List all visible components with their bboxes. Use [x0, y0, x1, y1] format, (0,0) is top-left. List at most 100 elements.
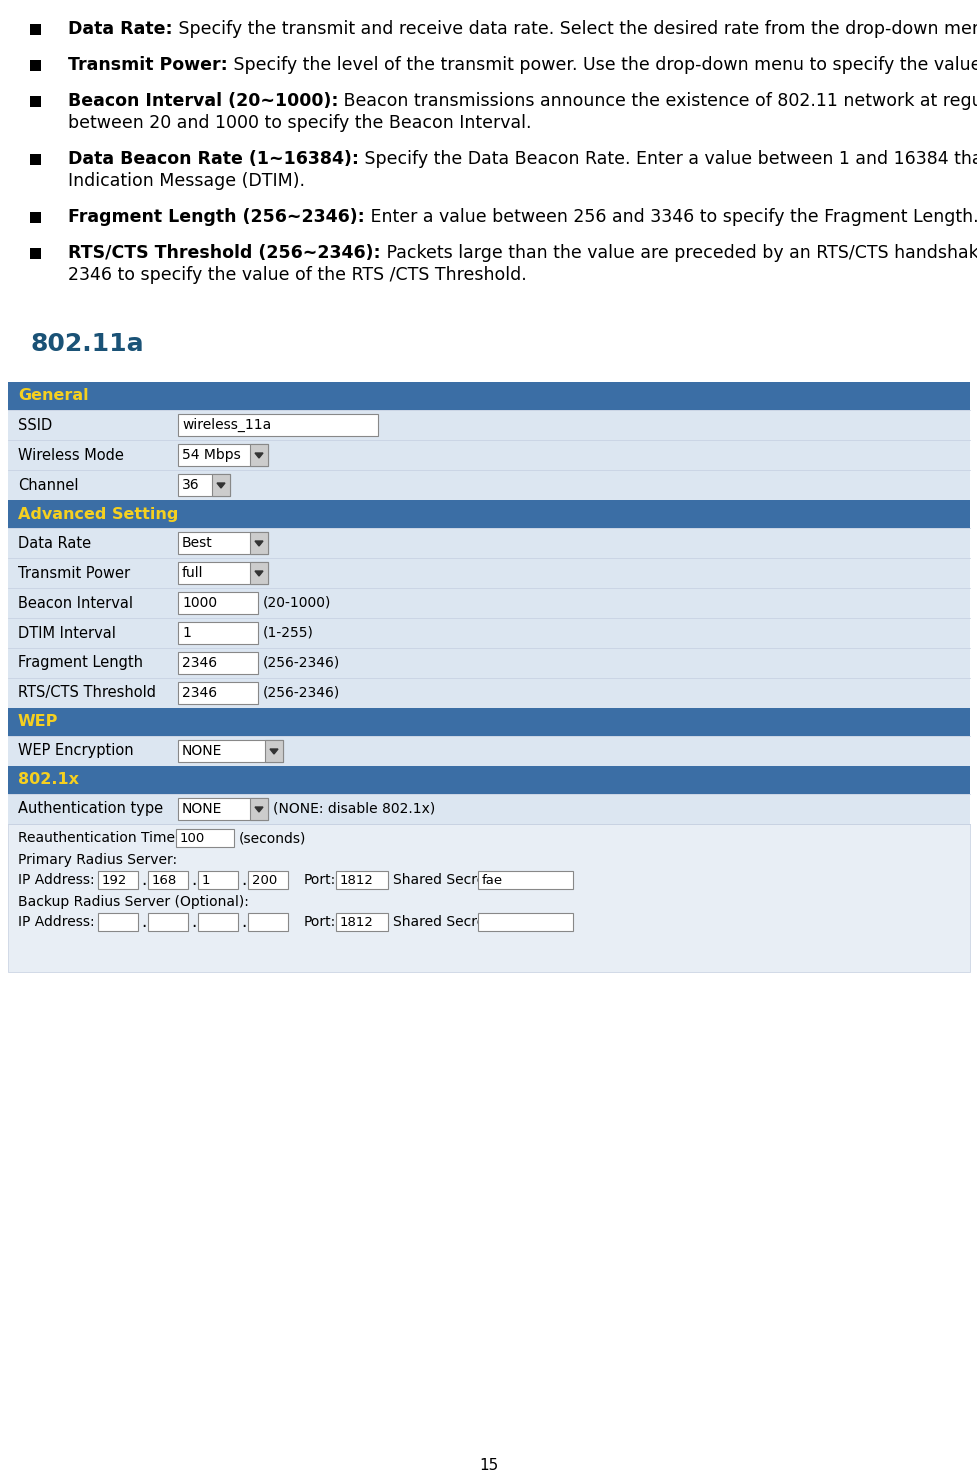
Text: Port:: Port:	[304, 873, 336, 887]
FancyBboxPatch shape	[8, 766, 969, 794]
FancyBboxPatch shape	[248, 871, 287, 889]
Bar	[30, 212, 41, 223]
Text: fae: fae	[482, 874, 502, 886]
FancyBboxPatch shape	[178, 562, 268, 585]
Text: (256-2346): (256-2346)	[263, 686, 340, 700]
FancyBboxPatch shape	[8, 381, 969, 410]
Text: 802.11a: 802.11a	[30, 332, 144, 356]
Text: Packets large than the value are preceded by an RTS/CTS handshake. Enter a value: Packets large than the value are precede…	[380, 243, 977, 263]
Text: 36: 36	[182, 478, 199, 493]
FancyBboxPatch shape	[212, 473, 230, 496]
Polygon shape	[255, 542, 263, 546]
FancyBboxPatch shape	[8, 649, 969, 678]
FancyBboxPatch shape	[8, 824, 969, 972]
Text: (NONE: disable 802.1x): (NONE: disable 802.1x)	[273, 801, 435, 816]
Text: 168: 168	[151, 874, 177, 886]
FancyBboxPatch shape	[178, 414, 378, 436]
FancyBboxPatch shape	[197, 913, 237, 930]
Text: (seconds): (seconds)	[238, 831, 306, 844]
Text: Transmit Power:: Transmit Power:	[68, 56, 228, 74]
Text: between 20 and 1000 to specify the Beacon Interval.: between 20 and 1000 to specify the Beaco…	[68, 114, 531, 132]
FancyBboxPatch shape	[197, 871, 237, 889]
Polygon shape	[255, 453, 263, 459]
Text: Port:: Port:	[304, 916, 336, 929]
Text: Enter a value between 256 and 3346 to specify the Fragment Length.: Enter a value between 256 and 3346 to sp…	[364, 208, 977, 226]
FancyBboxPatch shape	[8, 439, 969, 470]
Polygon shape	[255, 807, 263, 812]
FancyBboxPatch shape	[8, 617, 969, 649]
Text: 1812: 1812	[340, 916, 373, 929]
Text: 2346 to specify the value of the RTS /CTS Threshold.: 2346 to specify the value of the RTS /CT…	[68, 266, 527, 283]
Text: .: .	[141, 913, 147, 930]
FancyBboxPatch shape	[178, 444, 268, 466]
Text: Specify the transmit and receive data rate. Select the desired rate from the dro: Specify the transmit and receive data ra…	[173, 19, 977, 39]
Text: wireless_11a: wireless_11a	[182, 418, 271, 432]
Bar	[30, 59, 41, 71]
FancyBboxPatch shape	[148, 913, 188, 930]
Text: Specify the Data Beacon Rate. Enter a value between 1 and 16384 that specify the: Specify the Data Beacon Rate. Enter a va…	[359, 150, 977, 168]
Text: .: .	[191, 871, 196, 889]
FancyBboxPatch shape	[178, 592, 258, 614]
Text: 1: 1	[182, 626, 191, 640]
FancyBboxPatch shape	[178, 531, 268, 554]
FancyBboxPatch shape	[8, 588, 969, 617]
Text: Shared Secret:: Shared Secret:	[393, 916, 495, 929]
FancyBboxPatch shape	[250, 798, 268, 821]
Text: Channel: Channel	[18, 478, 78, 493]
Text: Data Beacon Rate (1~16384):: Data Beacon Rate (1~16384):	[68, 150, 359, 168]
FancyBboxPatch shape	[265, 741, 282, 761]
Text: Beacon Interval (20~1000):: Beacon Interval (20~1000):	[68, 92, 338, 110]
Text: full: full	[182, 565, 203, 580]
Text: Fragment Length (256~2346):: Fragment Length (256~2346):	[68, 208, 364, 226]
FancyBboxPatch shape	[178, 741, 282, 761]
FancyBboxPatch shape	[178, 683, 258, 703]
Text: (1-255): (1-255)	[263, 626, 314, 640]
FancyBboxPatch shape	[176, 830, 234, 847]
Text: 192: 192	[102, 874, 127, 886]
Text: .: .	[191, 913, 196, 930]
FancyBboxPatch shape	[250, 444, 268, 466]
FancyBboxPatch shape	[8, 410, 969, 439]
Text: SSID: SSID	[18, 417, 52, 432]
Text: Advanced Setting: Advanced Setting	[18, 506, 178, 521]
Text: Best: Best	[182, 536, 213, 551]
Text: 1000: 1000	[182, 597, 217, 610]
Text: 54 Mbps: 54 Mbps	[182, 448, 240, 462]
Text: (20-1000): (20-1000)	[263, 597, 331, 610]
Text: .: .	[141, 871, 147, 889]
FancyBboxPatch shape	[250, 562, 268, 585]
Text: 15: 15	[479, 1457, 498, 1472]
Text: Primary Radius Server:: Primary Radius Server:	[18, 853, 177, 867]
Bar	[30, 248, 41, 260]
FancyBboxPatch shape	[98, 871, 138, 889]
Text: IP Address:: IP Address:	[18, 916, 95, 929]
FancyBboxPatch shape	[178, 473, 230, 496]
Text: RTS/CTS Threshold (256~2346):: RTS/CTS Threshold (256~2346):	[68, 243, 380, 263]
Text: (256-2346): (256-2346)	[263, 656, 340, 669]
FancyBboxPatch shape	[8, 558, 969, 588]
FancyBboxPatch shape	[8, 736, 969, 766]
FancyBboxPatch shape	[336, 913, 388, 930]
FancyBboxPatch shape	[8, 528, 969, 558]
FancyBboxPatch shape	[478, 913, 573, 930]
Text: 200: 200	[252, 874, 276, 886]
Text: .: .	[240, 913, 246, 930]
Text: Specify the level of the transmit power. Use the drop-down menu to specify the v: Specify the level of the transmit power.…	[228, 56, 977, 74]
Text: Indication Message (DTIM).: Indication Message (DTIM).	[68, 172, 305, 190]
Text: Beacon transmissions announce the existence of 802.11 network at regular interva: Beacon transmissions announce the existe…	[338, 92, 977, 110]
FancyBboxPatch shape	[8, 794, 969, 824]
Text: Data Rate:: Data Rate:	[68, 19, 173, 39]
Text: NONE: NONE	[182, 801, 222, 816]
Bar	[30, 96, 41, 107]
Text: Reauthentication Time:: Reauthentication Time:	[18, 831, 180, 844]
FancyBboxPatch shape	[148, 871, 188, 889]
Text: WEP Encryption: WEP Encryption	[18, 743, 134, 758]
Text: 2346: 2346	[182, 686, 217, 700]
Polygon shape	[270, 749, 277, 754]
Bar	[30, 154, 41, 165]
Text: Fragment Length: Fragment Length	[18, 656, 143, 671]
FancyBboxPatch shape	[8, 708, 969, 736]
Text: Transmit Power: Transmit Power	[18, 565, 130, 580]
Text: 1812: 1812	[340, 874, 373, 886]
Text: WEP: WEP	[18, 714, 59, 730]
